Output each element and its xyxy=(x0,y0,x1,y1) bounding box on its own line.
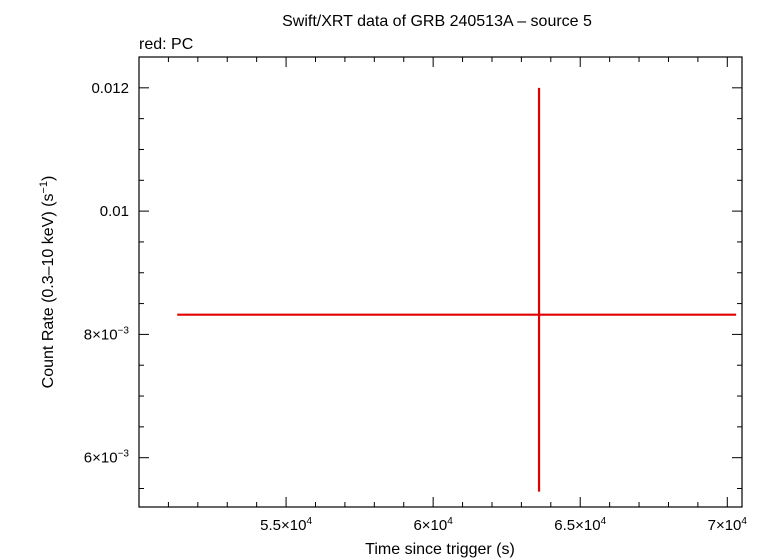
plot-frame xyxy=(138,56,743,508)
y-tick-label-mantissa: 0.01 xyxy=(100,203,129,220)
x-tick-label: 7×104 xyxy=(708,516,748,534)
x-tick-label: 6×104 xyxy=(413,516,453,534)
y-axis-label: Count Rate (0.3–10 keV) (s−1) xyxy=(38,176,57,389)
y-tick-label: 0.01 xyxy=(100,203,129,220)
y-tick-label: 8×10−3 xyxy=(84,325,130,343)
chart-title: Swift/XRT data of GRB 240513A – source 5 xyxy=(282,13,592,30)
y-tick-label-exponent: −3 xyxy=(118,449,130,460)
y-tick-label-mantissa: 0.012 xyxy=(91,80,129,97)
y-tick-label: 6×10−3 xyxy=(84,449,130,467)
x-tick-label-exponent: 4 xyxy=(601,516,607,527)
x-tick-label-mantissa: 7×10 xyxy=(708,517,742,534)
x-tick-label-mantissa: 6×10 xyxy=(413,517,447,534)
x-axis-label: Time since trigger (s) xyxy=(365,541,515,558)
x-tick-label-exponent: 4 xyxy=(447,516,453,527)
x-tick-label: 5.5×104 xyxy=(260,516,312,534)
x-tick-label-mantissa: 6.5×10 xyxy=(554,517,600,534)
y-axis-label-main: Count Rate (0.3–10 keV) (s xyxy=(40,194,57,389)
x-tick-label-mantissa: 5.5×10 xyxy=(260,517,306,534)
x-tick-label-exponent: 4 xyxy=(741,516,747,527)
y-tick-label: 0.012 xyxy=(91,80,129,97)
y-tick-label-mantissa: 6×10 xyxy=(84,450,118,467)
y-axis-label-sup: −1 xyxy=(38,181,50,194)
x-tick-label: 6.5×104 xyxy=(554,516,606,534)
x-axis-ticks: 5.5×104 6×104 6.5×104 7×104 xyxy=(167,57,748,534)
y-tick-label-exponent: −3 xyxy=(118,325,130,336)
data-series xyxy=(177,87,737,492)
y-axis-ticks: 6×10−38×10−30.010.012 xyxy=(84,80,742,490)
x-tick-label-exponent: 4 xyxy=(306,516,312,527)
chart-subtitle: red: PC xyxy=(139,36,193,53)
y-axis-label-close: ) xyxy=(40,176,57,181)
y-tick-label-mantissa: 8×10 xyxy=(84,326,118,343)
